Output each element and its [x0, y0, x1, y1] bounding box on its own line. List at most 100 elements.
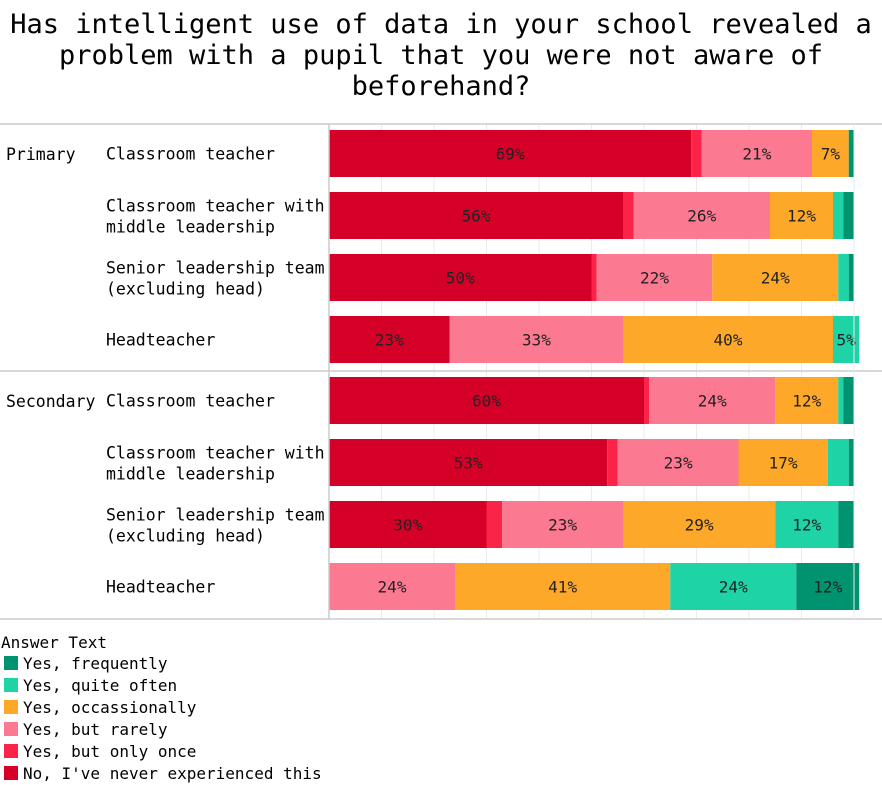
- data-label: 23%: [375, 331, 404, 350]
- bar-segment-yes-but-only-once: [591, 254, 597, 301]
- legend-title: Answer Text: [1, 633, 107, 652]
- data-label: 69%: [496, 145, 525, 164]
- row-label: Classroom teacher with: [106, 444, 325, 463]
- data-label: 41%: [548, 578, 577, 597]
- data-label: 22%: [640, 269, 669, 288]
- row-label: Classroom teacher with: [106, 197, 325, 216]
- row-label: Headteacher: [106, 331, 215, 350]
- legend-entry: Yes, but rarely: [23, 720, 168, 739]
- row-label: middle leadership: [106, 218, 275, 237]
- bar-segment-yes-quite-often: [833, 316, 860, 363]
- bar-segment-no-i-ve-never-experienced-this: [329, 130, 692, 177]
- row-label: (excluding head): [106, 527, 265, 546]
- data-label: 60%: [472, 392, 501, 411]
- bar-segment-yes-but-only-once: [607, 439, 618, 486]
- group-label: Secondary: [6, 392, 95, 411]
- data-label: 12%: [813, 578, 842, 597]
- legend-swatch: [4, 766, 18, 780]
- bar-segment-yes-occassionally: [712, 254, 839, 301]
- data-label: 50%: [446, 269, 475, 288]
- bar-segment-yes-but-rarely: [596, 254, 713, 301]
- bar-segment-yes-occassionally: [623, 316, 833, 363]
- data-label: 56%: [462, 207, 491, 226]
- bar-segment-yes-frequently: [848, 130, 854, 177]
- data-label: 12%: [792, 392, 821, 411]
- bar-segment-yes-occassionally: [738, 439, 828, 486]
- data-label: 24%: [378, 578, 407, 597]
- bar-segment-yes-but-rarely: [633, 192, 770, 239]
- row-label: Headteacher: [106, 578, 215, 597]
- bar-segment-no-i-ve-never-experienced-this: [329, 192, 623, 239]
- chart-title-line: beforehand?: [352, 71, 531, 102]
- bar-segment-yes-but-only-once: [644, 377, 650, 424]
- bar-segment-yes-occassionally: [623, 501, 776, 548]
- data-label: 17%: [769, 454, 798, 473]
- legend-entry: Yes, quite often: [23, 676, 177, 695]
- legend-swatch: [4, 744, 18, 758]
- data-label: 24%: [761, 269, 790, 288]
- legend-swatch: [4, 700, 18, 714]
- row-label: Classroom teacher: [106, 392, 275, 411]
- bar-segment-yes-but-rarely: [701, 130, 812, 177]
- data-label: 33%: [522, 331, 551, 350]
- row-label: (excluding head): [106, 280, 265, 299]
- bar-segment-yes-frequently: [838, 501, 854, 548]
- row-label: Senior leadership team: [106, 506, 325, 525]
- chart-title-line: problem with a pupil that you were not a…: [59, 40, 823, 71]
- bar-segment-yes-but-only-once: [623, 192, 634, 239]
- row-label: Classroom teacher: [106, 145, 275, 164]
- bar-segment-yes-quite-often: [827, 439, 849, 486]
- data-label: 12%: [792, 516, 821, 535]
- bar-segment-yes-quite-often: [833, 192, 844, 239]
- legend-swatch: [4, 656, 18, 670]
- bar-segment-yes-but-only-once: [691, 130, 702, 177]
- bar-segment-no-i-ve-never-experienced-this: [329, 254, 592, 301]
- bar-segment-yes-but-rarely: [617, 439, 739, 486]
- bar-segment-yes-quite-often: [775, 501, 839, 548]
- bar-segment-yes-but-rarely: [449, 316, 623, 363]
- bar-segment-yes-frequently: [848, 439, 854, 486]
- bar-segment-no-i-ve-never-experienced-this: [329, 377, 644, 424]
- data-label: 53%: [454, 454, 483, 473]
- data-label: 40%: [714, 331, 743, 350]
- bar-segment-yes-occassionally: [770, 192, 833, 239]
- bar-segment-yes-quite-often: [838, 254, 849, 301]
- bar-segment-no-i-ve-never-experienced-this: [329, 316, 450, 363]
- data-label: 7%: [821, 145, 841, 164]
- data-label: 29%: [685, 516, 714, 535]
- bar-segment-yes-frequently: [843, 377, 854, 424]
- legend-swatch: [4, 678, 18, 692]
- data-label: 23%: [548, 516, 577, 535]
- data-label: 30%: [393, 516, 422, 535]
- chart-title-line: Has intelligent use of data in your scho…: [10, 9, 872, 40]
- bar-segment-yes-occassionally: [775, 377, 839, 424]
- bar-segment-yes-occassionally: [455, 563, 671, 610]
- bar-segment-no-i-ve-never-experienced-this: [329, 501, 487, 548]
- row-label: middle leadership: [106, 465, 275, 484]
- data-label: 24%: [719, 578, 748, 597]
- bar-segment-yes-frequently: [843, 192, 854, 239]
- data-label: 23%: [664, 454, 693, 473]
- bar-segment-no-i-ve-never-experienced-this: [329, 439, 608, 486]
- legend-entry: Yes, but only once: [23, 742, 196, 761]
- bar-segment-yes-but-rarely: [329, 563, 455, 610]
- bar-segment-yes-frequently: [848, 254, 854, 301]
- legend-entry: Yes, frequently: [23, 654, 168, 673]
- data-label: 26%: [687, 207, 716, 226]
- row-label: Senior leadership team: [106, 259, 325, 278]
- data-label: 5%: [836, 331, 856, 350]
- data-label: 21%: [742, 145, 771, 164]
- bar-segment-yes-frequently: [796, 563, 860, 610]
- bar-segment-yes-quite-often: [838, 377, 844, 424]
- group-label: Primary: [6, 145, 76, 164]
- legend-entry: Yes, occassionally: [23, 698, 197, 717]
- data-label: 24%: [698, 392, 727, 411]
- bar-segment-yes-but-only-once: [486, 501, 503, 548]
- legend-entry: No, I've never experienced this: [23, 764, 322, 783]
- bar-segment-yes-but-rarely: [649, 377, 776, 424]
- bar-segment-yes-quite-often: [670, 563, 797, 610]
- bar-segment-yes-but-rarely: [502, 501, 623, 548]
- data-label: 12%: [787, 207, 816, 226]
- bar-segment-yes-occassionally: [812, 130, 849, 177]
